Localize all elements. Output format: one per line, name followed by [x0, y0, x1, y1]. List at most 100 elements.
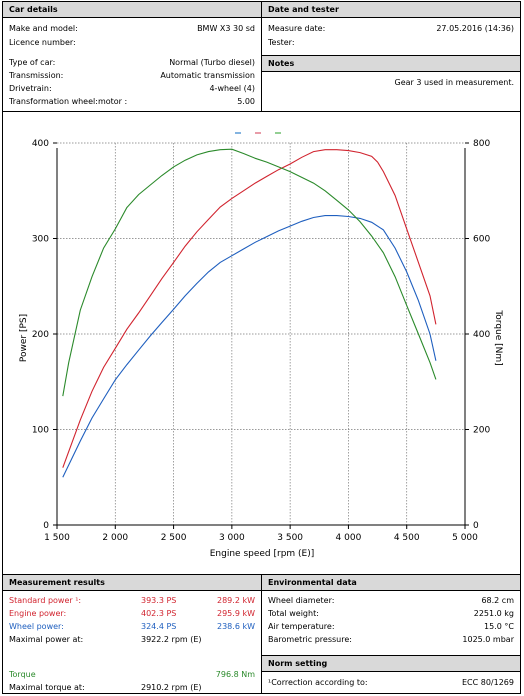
chart-axes: [56, 148, 466, 526]
y-tick-label-right: 200: [473, 426, 490, 436]
x-tick-label: 1 500: [44, 533, 70, 543]
wheel-diameter-value: 68.2 cm: [481, 596, 514, 605]
notes-row: Gear 3 used in measurement.: [268, 77, 514, 88]
norm-divider: [262, 655, 520, 656]
max-torque-row: Maximal torque at: 2910.2 rpm (E): [9, 682, 255, 693]
norm-label: ¹Correction according to:: [268, 678, 368, 687]
torque-value: 796.8 Nm: [215, 670, 255, 679]
total-weight-value: 2251.0 kg: [473, 609, 514, 618]
notes-header: Notes: [262, 56, 520, 72]
wheel-diameter-label: Wheel diameter:: [268, 596, 335, 605]
power-torque-chart: 1 500 2 000 2 500 3 000 3 500 4 000 4 500 5 000…: [19, 132, 503, 559]
drivetrain-label: Drivetrain:: [9, 84, 52, 93]
results-header: Measurement results: [3, 575, 261, 591]
torque-line: [62, 148, 437, 397]
transformation-value: 5.00: [237, 97, 255, 106]
drivetrain-row: Drivetrain: 4-wheel (4): [9, 83, 255, 94]
top-divider-vertical: [261, 2, 262, 111]
licence-label: Licence number:: [9, 38, 76, 47]
make-model-label: Make and model:: [9, 24, 78, 33]
norm-header: Norm setting: [262, 656, 520, 672]
y-axis-label-right: Torque [Nm]: [493, 309, 503, 365]
measure-date-value: 27.05.2016 (14:36): [436, 24, 514, 33]
series-layer: [62, 148, 437, 478]
engine-power-kw: 295.9 kW: [217, 609, 255, 618]
car-type-label: Type of car:: [9, 58, 56, 67]
tick-labels: 1 500 2 000 2 500 3 000 3 500 4 000 4 500 5 000…: [32, 139, 491, 543]
standard-power-line: [62, 149, 437, 468]
notes-divider: [262, 55, 520, 56]
barometric-pressure-row: Barometric pressure: 1025.0 mbar: [268, 634, 514, 645]
licence-row: Licence number:: [9, 37, 255, 48]
y-tick-label-left: 0: [43, 521, 49, 531]
air-temperature-value: 15.0 °C: [484, 622, 514, 631]
car-type-row: Type of car: Normal (Turbo diesel): [9, 57, 255, 68]
torque-label: Torque: [9, 670, 36, 679]
bottom-divider-vertical: [261, 575, 262, 694]
total-weight-row: Total weight: 2251.0 kg: [268, 608, 514, 619]
norm-panel: Norm setting ¹Correction according to: E…: [262, 656, 520, 694]
notes-panel: Notes Gear 3 used in measurement.: [262, 56, 520, 111]
standard-power-row: Standard power ¹: 393.3 PS 289.2 kW: [9, 595, 255, 606]
total-weight-label: Total weight:: [268, 609, 319, 618]
standard-power-ps: 393.3 PS: [141, 596, 177, 605]
x-tick-label: 2 000: [102, 533, 128, 543]
transmission-label: Transmission:: [9, 71, 64, 80]
y-tick-label-right: 800: [473, 139, 490, 149]
y-tick-label-right: 400: [473, 330, 490, 340]
max-power-row: Maximal power at: 3922.2 rpm (E): [9, 634, 255, 645]
y-tick-label-left: 200: [32, 330, 49, 340]
environment-header: Environmental data: [262, 575, 520, 591]
chart-bottom-divider: [3, 574, 520, 575]
drivetrain-value: 4-wheel (4): [209, 84, 255, 93]
make-model-value: BMW X3 30 sd: [197, 24, 255, 33]
max-torque-value: 2910.2 rpm (E): [141, 683, 202, 692]
chart-top-divider: [3, 111, 520, 112]
max-power-label: Maximal power at:: [9, 635, 84, 644]
y-tick-label-left: 400: [32, 139, 49, 149]
air-temperature-row: Air temperature: 15.0 °C: [268, 621, 514, 632]
max-power-value: 3922.2 rpm (E): [141, 635, 202, 644]
transmission-value: Automatic transmission: [160, 71, 255, 80]
wheel-power-ps: 324.4 PS: [141, 622, 177, 631]
transmission-row: Transmission: Automatic transmission: [9, 70, 255, 81]
standard-power-kw: 289.2 kW: [217, 596, 255, 605]
x-tick-label: 2 500: [161, 533, 187, 543]
y-tick-label-right: 0: [473, 521, 479, 531]
results-panel: Measurement results Standard power ¹: 39…: [3, 575, 261, 694]
barometric-pressure-label: Barometric pressure:: [268, 635, 352, 644]
make-model-row: Make and model: BMW X3 30 sd: [9, 23, 255, 34]
y-tick-label-right: 600: [473, 235, 490, 245]
chart-grid: [57, 142, 465, 525]
transformation-label: Transformation wheel:motor :: [9, 97, 128, 106]
environment-panel: Environmental data Wheel diameter: 68.2 …: [262, 575, 520, 655]
engine-power-ps: 402.3 PS: [141, 609, 177, 618]
x-tick-label: 4 000: [336, 533, 362, 543]
notes-text: Gear 3 used in measurement.: [394, 78, 514, 87]
engine-power-row: Engine power: 402.3 PS 295.9 kW: [9, 608, 255, 619]
y-tick-label-left: 100: [32, 426, 49, 436]
y-axis-label-left: Power [PS]: [19, 314, 29, 362]
x-axis-label: Engine speed [rpm (E)]: [210, 549, 315, 559]
x-tick-label: 3 000: [219, 533, 245, 543]
tester-label: Tester:: [268, 38, 295, 47]
norm-row: ¹Correction according to: ECC 80/1269: [268, 677, 514, 688]
x-tick-label: 5 000: [452, 533, 478, 543]
wheel-diameter-row: Wheel diameter: 68.2 cm: [268, 595, 514, 606]
measure-date-row: Measure date: 27.05.2016 (14:36): [268, 23, 514, 34]
barometric-pressure-value: 1025.0 mbar: [462, 635, 514, 644]
engine-power-label: Engine power:: [9, 609, 67, 618]
transformation-row: Transformation wheel:motor : 5.00: [9, 96, 255, 107]
y-tick-label-left: 300: [32, 235, 49, 245]
x-tick-label: 4 500: [394, 533, 420, 543]
wheel-power-kw: 238.6 kW: [217, 622, 255, 631]
date-tester-panel: Date and tester Measure date: 27.05.2016…: [262, 2, 520, 55]
date-tester-header: Date and tester: [262, 2, 520, 18]
wheel-power-row: Wheel power: 324.4 PS 238.6 kW: [9, 621, 255, 632]
torque-row: Torque 796.8 Nm: [9, 669, 255, 680]
max-torque-label: Maximal torque at:: [9, 683, 85, 692]
air-temperature-label: Air temperature:: [268, 622, 335, 631]
measure-date-label: Measure date:: [268, 24, 326, 33]
norm-value: ECC 80/1269: [461, 678, 514, 687]
wheel-power-label: Wheel power:: [9, 622, 64, 631]
